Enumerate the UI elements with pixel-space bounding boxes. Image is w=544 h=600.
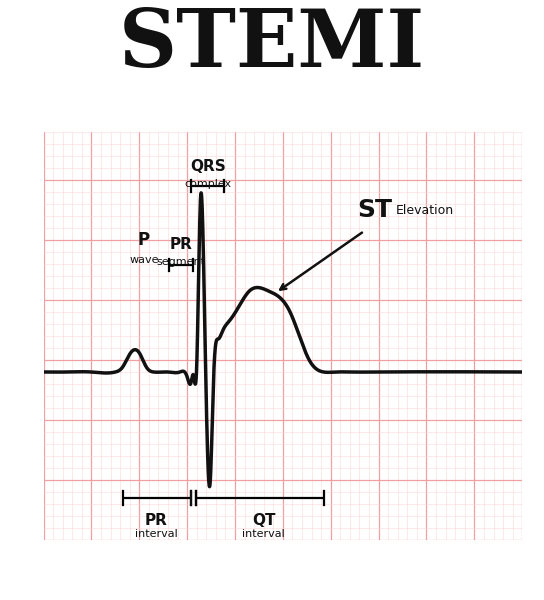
Text: interval: interval — [135, 529, 177, 539]
Text: segment: segment — [157, 257, 206, 267]
Text: PR: PR — [145, 513, 168, 528]
Text: complex: complex — [184, 179, 231, 189]
Text: ST: ST — [357, 198, 392, 222]
Text: wave: wave — [129, 255, 159, 265]
Text: interval: interval — [243, 529, 285, 539]
Text: Elevation: Elevation — [395, 203, 454, 217]
Text: QT: QT — [252, 513, 275, 528]
Text: STEMI: STEMI — [119, 6, 425, 84]
Text: PR: PR — [170, 237, 193, 252]
Text: P: P — [138, 231, 150, 249]
Text: QRS: QRS — [190, 159, 226, 174]
